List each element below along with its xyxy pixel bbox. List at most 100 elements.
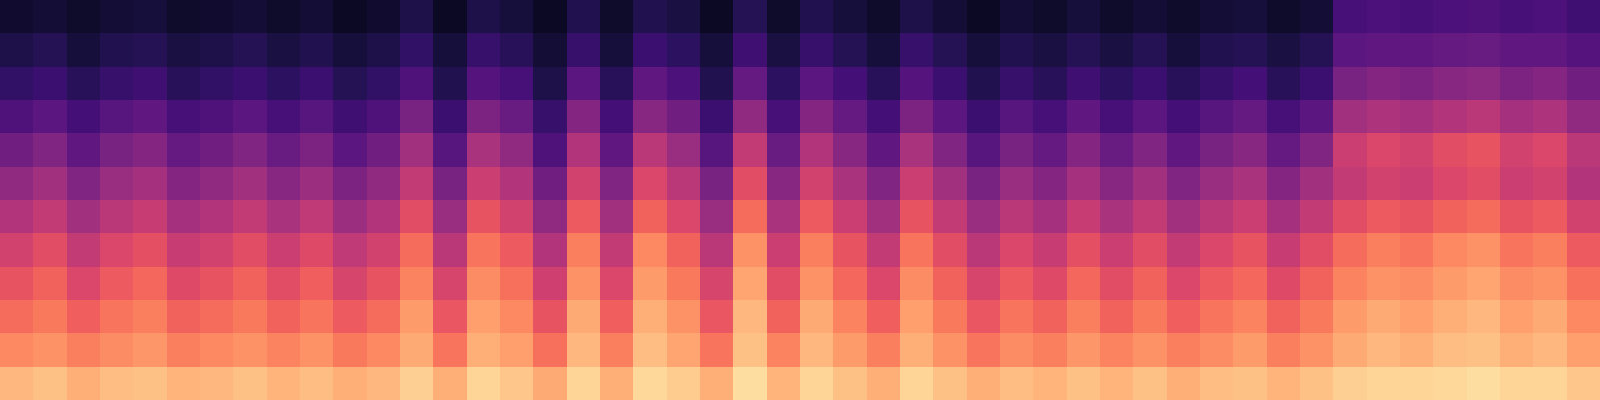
heatmap-cell bbox=[1367, 200, 1401, 234]
heatmap-cell bbox=[900, 0, 934, 34]
heatmap-cell bbox=[933, 233, 967, 267]
heatmap-cell bbox=[433, 33, 467, 67]
heatmap-cell bbox=[1467, 133, 1501, 167]
heatmap-cell bbox=[1100, 233, 1134, 267]
heatmap-cell bbox=[800, 367, 834, 400]
heatmap-cell bbox=[1567, 267, 1600, 301]
heatmap-cell bbox=[333, 100, 367, 134]
heatmap-cell bbox=[667, 67, 701, 101]
heatmap-cell bbox=[1200, 133, 1234, 167]
heatmap-cell bbox=[333, 300, 367, 334]
heatmap-cell bbox=[1333, 0, 1367, 34]
heatmap-cell bbox=[67, 133, 101, 167]
heatmap-cell bbox=[1200, 167, 1234, 201]
heatmap-cell bbox=[933, 367, 967, 400]
heatmap-cell bbox=[333, 33, 367, 67]
heatmap-cell bbox=[1033, 367, 1067, 400]
heatmap-cell bbox=[900, 133, 934, 167]
heatmap-cell bbox=[1033, 67, 1067, 101]
heatmap-cell bbox=[1400, 0, 1434, 34]
heatmap-cell bbox=[400, 267, 434, 301]
heatmap-cell bbox=[300, 100, 334, 134]
heatmap-cell bbox=[600, 0, 634, 34]
heatmap-cell bbox=[767, 300, 801, 334]
heatmap-cell bbox=[1300, 167, 1334, 201]
heatmap-cell bbox=[1133, 300, 1167, 334]
heatmap-cell bbox=[500, 333, 534, 367]
heatmap-cell bbox=[1567, 100, 1600, 134]
heatmap-cell bbox=[500, 233, 534, 267]
heatmap-cell bbox=[200, 267, 234, 301]
heatmap-cell bbox=[167, 133, 201, 167]
heatmap-cell bbox=[433, 100, 467, 134]
heatmap-cell bbox=[1100, 167, 1134, 201]
heatmap-cell bbox=[1167, 300, 1201, 334]
heatmap-cell bbox=[1467, 0, 1501, 34]
heatmap-cell bbox=[467, 200, 501, 234]
heatmap-cell bbox=[467, 300, 501, 334]
heatmap-cell bbox=[500, 33, 534, 67]
heatmap-cell bbox=[433, 333, 467, 367]
heatmap-cell bbox=[1567, 167, 1600, 201]
heatmap-cell bbox=[100, 133, 134, 167]
heatmap-cell bbox=[1100, 333, 1134, 367]
heatmap-cell bbox=[833, 0, 867, 34]
heatmap-cell bbox=[1233, 333, 1267, 367]
heatmap-cell bbox=[33, 200, 67, 234]
heatmap-cell bbox=[600, 333, 634, 367]
heatmap-cell bbox=[600, 200, 634, 234]
heatmap-cell bbox=[433, 300, 467, 334]
heatmap-cell bbox=[67, 33, 101, 67]
heatmap-cell bbox=[1467, 300, 1501, 334]
heatmap-cell bbox=[667, 367, 701, 400]
heatmap-cell bbox=[1533, 300, 1567, 334]
heatmap-cell bbox=[1233, 267, 1267, 301]
heatmap-cell bbox=[567, 200, 601, 234]
heatmap-cell bbox=[1200, 33, 1234, 67]
heatmap-cell bbox=[867, 367, 901, 400]
heatmap-cell bbox=[1267, 200, 1301, 234]
heatmap-cell bbox=[400, 233, 434, 267]
heatmap-cell bbox=[1000, 167, 1034, 201]
heatmap-cell bbox=[733, 333, 767, 367]
heatmap-cell bbox=[233, 267, 267, 301]
heatmap-cell bbox=[1533, 100, 1567, 134]
heatmap-cell bbox=[700, 300, 734, 334]
heatmap-cell bbox=[1033, 333, 1067, 367]
heatmap-cell bbox=[1133, 0, 1167, 34]
heatmap-cell bbox=[1000, 267, 1034, 301]
heatmap-cell bbox=[1300, 367, 1334, 400]
heatmap-cell bbox=[1500, 33, 1534, 67]
heatmap-cell bbox=[1233, 133, 1267, 167]
heatmap-cell bbox=[267, 33, 301, 67]
heatmap-cell bbox=[1500, 67, 1534, 101]
heatmap-cell bbox=[233, 167, 267, 201]
heatmap-cell bbox=[900, 233, 934, 267]
heatmap-cell bbox=[967, 267, 1001, 301]
heatmap-cell bbox=[800, 33, 834, 67]
heatmap-cell bbox=[1500, 267, 1534, 301]
heatmap-cell bbox=[500, 100, 534, 134]
heatmap-cell bbox=[533, 233, 567, 267]
heatmap-cell bbox=[33, 267, 67, 301]
heatmap-cell bbox=[533, 100, 567, 134]
heatmap-cell bbox=[1567, 200, 1600, 234]
heatmap-cell bbox=[1000, 233, 1034, 267]
heatmap-cell bbox=[1000, 133, 1034, 167]
heatmap-cell bbox=[433, 133, 467, 167]
heatmap-cell bbox=[1400, 333, 1434, 367]
heatmap-cell bbox=[1400, 100, 1434, 134]
heatmap-cell bbox=[267, 0, 301, 34]
heatmap-cell bbox=[667, 333, 701, 367]
heatmap-cell bbox=[133, 67, 167, 101]
heatmap-cell bbox=[900, 267, 934, 301]
heatmap-cell bbox=[1100, 100, 1134, 134]
heatmap-cell bbox=[867, 300, 901, 334]
heatmap-cell bbox=[500, 0, 534, 34]
heatmap-cell bbox=[900, 300, 934, 334]
heatmap-cell bbox=[1000, 33, 1034, 67]
heatmap-cell bbox=[633, 133, 667, 167]
heatmap-cell bbox=[867, 133, 901, 167]
heatmap-cell bbox=[100, 267, 134, 301]
heatmap-cell bbox=[800, 133, 834, 167]
